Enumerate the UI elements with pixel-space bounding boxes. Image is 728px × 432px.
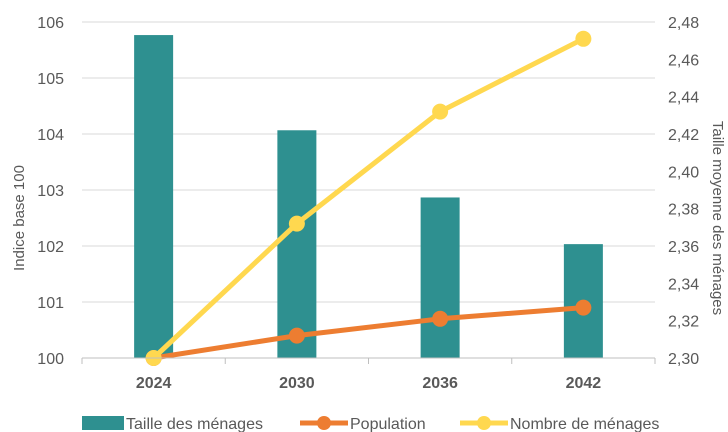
- y-tick-label: 105: [37, 71, 64, 88]
- x-tick-label: 2024: [136, 375, 172, 392]
- y2-tick-label: 2,38: [668, 202, 699, 219]
- y2-tick-label: 2,30: [668, 351, 699, 368]
- data-point: [288, 327, 305, 344]
- grid-lines: [82, 21, 655, 303]
- y-tick-label: 104: [37, 127, 64, 144]
- lines-layer: [145, 30, 592, 366]
- series-line: [151, 36, 586, 361]
- y2-axis-label: Taille moyenne des ménages: [709, 121, 726, 315]
- data-point: [575, 30, 592, 47]
- y2-tick-label: 2,46: [668, 52, 699, 69]
- y2-tick-label: 2,48: [668, 15, 699, 32]
- y2-tick-label: 2,34: [668, 276, 699, 293]
- y-tick-label: 106: [37, 15, 64, 32]
- y-axis-label: Indice base 100: [11, 165, 28, 271]
- legend-swatch: [82, 416, 124, 430]
- bar: [277, 130, 317, 358]
- bars-layer: [134, 35, 603, 359]
- data-point: [432, 310, 449, 327]
- legend: Taille des ménages Population Nombre de mé…: [82, 416, 659, 432]
- data-point: [288, 215, 305, 232]
- y2-tick-label: 2,32: [668, 314, 699, 331]
- y-tick-label: 100: [37, 351, 64, 368]
- y2-tick-label: 2,42: [668, 127, 699, 144]
- y2-tick-label: 2,36: [668, 239, 699, 256]
- bar: [134, 35, 174, 359]
- data-point: [575, 299, 592, 316]
- x-tick-label: 2042: [566, 375, 602, 392]
- y2-tick-label: 2,44: [668, 90, 699, 107]
- y-tick-label: 102: [37, 239, 64, 256]
- y-tick-label: 103: [37, 183, 64, 200]
- legend-label: Nombre de ménages: [510, 416, 659, 432]
- axis-layer: 100 101 102 103 104 105 106 2,30 2,32 2,34 2,36 2,3…: [37, 15, 699, 392]
- data-point: [432, 103, 449, 120]
- y2-tick-label: 2,40: [668, 164, 699, 181]
- legend-marker: [317, 416, 331, 430]
- y-tick-label: 101: [37, 295, 64, 312]
- bar: [420, 197, 460, 358]
- x-tick-label: 2036: [422, 375, 458, 392]
- legend-label: Population: [350, 416, 426, 432]
- series-line: [151, 305, 586, 361]
- x-tick-label: 2030: [279, 375, 315, 392]
- legend-label: Taille des ménages: [126, 416, 263, 432]
- legend-marker: [477, 416, 491, 430]
